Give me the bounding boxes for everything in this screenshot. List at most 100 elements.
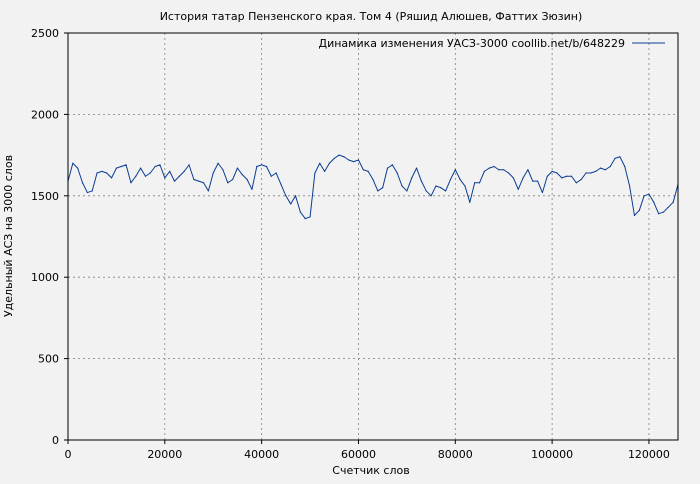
data-point	[372, 178, 374, 181]
data-point	[319, 162, 321, 164]
data-point	[411, 177, 413, 179]
data-point	[236, 167, 239, 169]
data-point	[348, 159, 350, 161]
data-point	[614, 157, 616, 159]
data-point	[382, 187, 384, 189]
data-point	[169, 170, 171, 172]
data-point	[512, 177, 515, 179]
data-point	[265, 165, 268, 168]
data-point	[178, 175, 180, 177]
data-point	[246, 178, 248, 181]
data-point	[648, 193, 650, 195]
data-point	[585, 172, 587, 174]
data-point	[454, 169, 456, 171]
data-point	[290, 203, 292, 205]
data-point	[362, 169, 364, 171]
data-point	[299, 211, 301, 213]
data-point	[541, 191, 544, 194]
data-point	[483, 170, 485, 172]
data-point	[556, 172, 558, 174]
data-point	[619, 156, 621, 158]
y-tick-label: 0	[52, 434, 59, 447]
data-point	[537, 180, 539, 182]
data-point	[575, 182, 577, 184]
data-point	[599, 167, 602, 169]
data-point	[304, 217, 306, 220]
data-point	[633, 214, 636, 216]
data-point	[357, 159, 360, 161]
data-point	[527, 169, 529, 171]
data-point	[551, 170, 553, 172]
data-point	[507, 172, 510, 174]
data-point	[367, 170, 369, 172]
data-point	[96, 172, 98, 174]
data-point	[125, 164, 127, 166]
data-point	[309, 216, 311, 218]
data-point	[149, 172, 151, 174]
grid	[68, 33, 678, 440]
data-point	[420, 180, 423, 182]
chart-title: История татар Пензенского края. Том 4 (Р…	[160, 10, 583, 23]
data-point	[503, 169, 505, 171]
data-point	[130, 182, 132, 184]
data-point	[667, 206, 669, 208]
data-point	[256, 165, 258, 168]
data-point	[445, 190, 447, 192]
data-point	[106, 172, 108, 174]
data-point	[154, 165, 156, 168]
data-point	[188, 164, 190, 166]
x-tick-label: 80000	[438, 448, 473, 461]
y-tick-label: 2000	[31, 108, 59, 121]
data-point	[430, 195, 432, 197]
data-point	[232, 178, 234, 181]
data-point	[86, 191, 88, 194]
data-point	[207, 190, 209, 192]
data-point	[285, 195, 287, 197]
data-point	[280, 183, 282, 185]
data-point	[343, 156, 345, 158]
data-point	[493, 165, 495, 168]
data-point	[415, 167, 418, 169]
plot-frame	[67, 32, 679, 441]
data-point	[294, 195, 297, 197]
x-tick-label: 40000	[244, 448, 279, 461]
data-point	[672, 201, 674, 203]
data-point	[77, 167, 79, 169]
data-point	[425, 190, 427, 192]
plot-area	[68, 33, 678, 440]
data-point	[270, 175, 272, 177]
data-point	[478, 182, 481, 184]
data-point	[217, 162, 219, 164]
data-point	[561, 177, 563, 179]
data-point	[338, 154, 340, 156]
data-point	[198, 180, 200, 182]
axis-ticks: 0 20000 40000 60000 80000 100000 120000 0 500 100…	[31, 27, 670, 461]
legend: Динамика изменения УАСЗ-3000 coollib.net…	[319, 37, 665, 50]
data-point	[183, 170, 185, 172]
data-point	[328, 162, 331, 164]
data-point	[546, 175, 548, 177]
data-point	[353, 161, 355, 163]
data-point	[227, 182, 229, 184]
y-axis-label: Удельный АСЗ на 3000 слов	[2, 155, 15, 317]
data-point	[580, 178, 582, 181]
data-point	[662, 211, 665, 213]
data-point	[604, 169, 606, 171]
data-point	[144, 175, 147, 177]
series-layer	[67, 154, 679, 220]
data-point	[517, 188, 519, 190]
data-point	[474, 182, 476, 184]
data-point	[193, 178, 195, 181]
data-point	[522, 177, 524, 179]
data-point	[101, 170, 103, 172]
data-point	[609, 165, 611, 168]
data-point	[628, 185, 631, 187]
data-point	[658, 213, 660, 215]
data-point	[653, 201, 655, 203]
data-point	[643, 195, 645, 197]
legend-label: Динамика изменения УАСЗ-3000 coollib.net…	[319, 37, 626, 50]
data-point	[449, 178, 452, 181]
data-point	[173, 180, 176, 182]
